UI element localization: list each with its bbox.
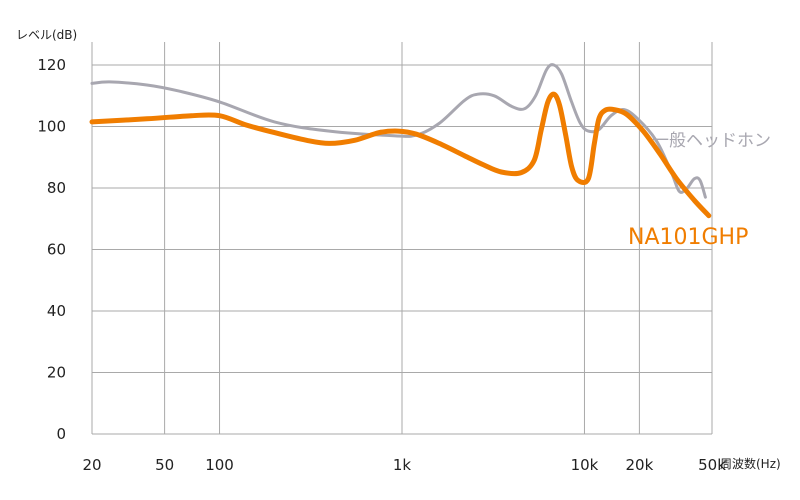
- x-tick-label: 20k: [625, 456, 653, 474]
- y-tick-labels: 0 20 40 60 80 100 120: [37, 56, 66, 443]
- y-tick-label: 120: [37, 56, 66, 74]
- grid: [91, 42, 713, 435]
- series-layer: [89, 63, 712, 219]
- x-tick-label: 20: [82, 456, 101, 474]
- series-line-na101ghp: [89, 91, 712, 219]
- x-tick-labels: 20 50 100 1k 10k 20k 50k: [82, 456, 726, 474]
- x-axis-title: 周波数(Hz): [720, 456, 781, 471]
- y-tick-label: 100: [37, 118, 66, 136]
- x-tick-label: 50: [155, 456, 174, 474]
- x-tick-label: 1k: [393, 456, 412, 474]
- y-tick-label: 60: [47, 241, 66, 259]
- series-label-na101ghp: NA101GHP: [628, 225, 748, 250]
- y-tick-label: 40: [47, 302, 66, 320]
- x-tick-label: 10k: [571, 456, 599, 474]
- series-label-general-headphones: 一般ヘッドホン: [652, 131, 771, 151]
- y-tick-label: 80: [47, 179, 66, 197]
- y-axis-title: レベル(dB): [16, 28, 77, 42]
- x-tick-label: 100: [205, 456, 234, 474]
- x-tick-label: 50k: [698, 456, 726, 474]
- y-tick-label: 20: [47, 364, 66, 382]
- y-tick-label: 0: [56, 425, 66, 443]
